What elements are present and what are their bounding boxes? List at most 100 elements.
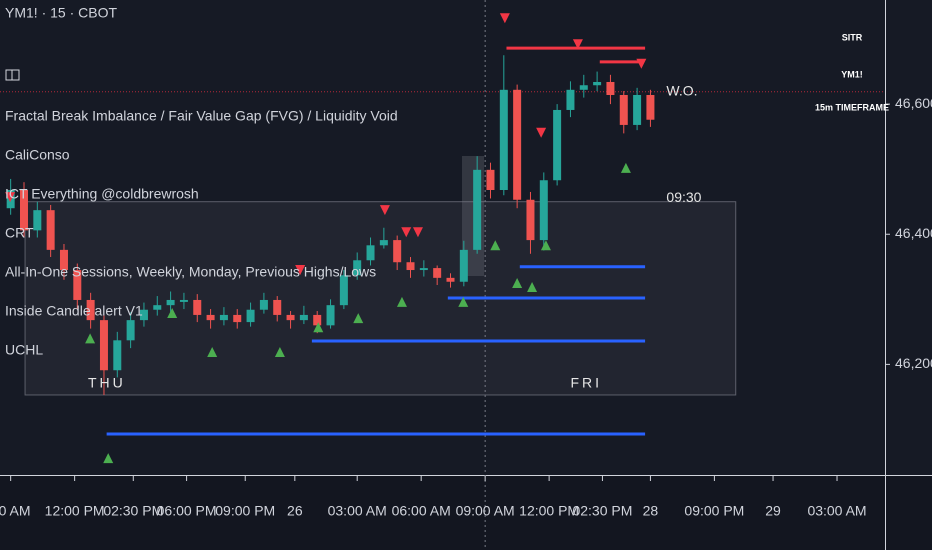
annotation: FRI (570, 375, 602, 391)
candle-body (73, 270, 82, 300)
candle-body (206, 314, 215, 321)
candle-body (366, 245, 375, 261)
plot (0, 0, 885, 550)
annotation: 09:30 (666, 189, 701, 205)
x-tick-label: 03:00 AM (328, 503, 387, 519)
buy-marker (313, 322, 324, 333)
candle-body (46, 210, 55, 250)
buy-marker (207, 347, 218, 358)
candle-body (86, 299, 95, 321)
sell-marker (5, 192, 16, 203)
y-tick-label: 46,200 (895, 355, 932, 371)
sell-marker (636, 58, 647, 69)
candle-body (353, 260, 362, 276)
candle-body (179, 299, 188, 302)
buy-marker (527, 281, 538, 292)
candle-body (19, 190, 28, 231)
indicator-name: Inside Candle alert V1 (5, 303, 143, 319)
candle-body (433, 268, 442, 278)
candle-body (646, 95, 655, 120)
candle-body (273, 299, 282, 315)
x-tick-label: 06:00 PM (157, 503, 217, 519)
x-tick-label: 09:00 PM (215, 503, 275, 519)
candle-body (259, 299, 268, 310)
candle-body (299, 314, 308, 321)
indicator-name: ICT Everything @coldbrewrosh (5, 186, 199, 202)
indicator-icon (5, 69, 20, 81)
candle-body (99, 320, 108, 371)
candle-body (313, 314, 322, 326)
x-tick-label: 12:00 PM (519, 503, 579, 519)
candle-body (606, 81, 615, 95)
y-tick-label: 46,600 (895, 95, 932, 111)
candle-body (286, 314, 295, 321)
candle-body (113, 340, 122, 371)
buy-marker (620, 162, 631, 173)
x-tick-label: 28 (643, 503, 659, 519)
x-tick-label: 12:00 PM (45, 503, 105, 519)
candle-body (579, 85, 588, 90)
symbol-title: YM1! · 15 · CBOT (5, 5, 117, 21)
candle-body (126, 320, 135, 341)
candle-body (473, 169, 482, 250)
badge-text: 15m TIMEFRAME (815, 102, 889, 112)
x-tick-label: 03:00 AM (807, 503, 866, 519)
candle-body (513, 89, 522, 200)
y-tick-label: 46,400 (895, 225, 932, 241)
sell-marker (412, 227, 423, 238)
badge-text: SITR (842, 32, 863, 42)
candle-body (566, 89, 575, 110)
candle-body (233, 314, 242, 323)
buy-marker (85, 333, 96, 344)
candle-body (539, 180, 548, 241)
candle-body (33, 210, 42, 231)
candle-body (166, 299, 175, 306)
badge-text: YM1! (841, 69, 863, 79)
x-tick-label: 26 (287, 503, 303, 519)
x-tick-label: 29 (765, 503, 781, 519)
sell-marker (295, 265, 306, 276)
indicator-name: CRT (5, 225, 34, 241)
buy-marker (274, 347, 285, 358)
time-axis-area (0, 476, 932, 550)
buy-marker (353, 313, 364, 324)
candle-body (459, 249, 468, 282)
x-tick-label: 09:00 PM (684, 503, 744, 519)
buy-marker (512, 278, 523, 289)
indicator-name: CaliConso (5, 147, 70, 163)
x-tick-label: 06:00 AM (392, 503, 451, 519)
indicator-name: All-In-One Sessions, Weekly, Monday, Pre… (5, 264, 376, 280)
candle-body (446, 277, 455, 282)
candle-body (139, 309, 148, 321)
indicator-name: Fractal Break Imbalance / Fair Value Gap… (5, 108, 398, 124)
candle-body (153, 305, 162, 310)
candle-body (633, 95, 642, 125)
sell-marker (401, 227, 412, 238)
candle-body (526, 199, 535, 241)
sell-marker (499, 13, 510, 24)
candle-body (326, 305, 335, 326)
candle-body (406, 262, 415, 271)
candle-body (553, 109, 562, 181)
buy-marker (396, 296, 407, 307)
sell-marker (572, 39, 583, 50)
x-tick-label: 02:30 PM (103, 503, 163, 519)
sell-marker (536, 127, 547, 138)
buy-marker (490, 240, 501, 251)
candle-body (246, 309, 255, 323)
buy-marker (167, 307, 178, 318)
x-tick-label: 02:30 PM (572, 503, 632, 519)
candle-body (339, 275, 348, 306)
candle-body (393, 240, 402, 263)
candle-body (419, 268, 428, 271)
candle-body (379, 240, 388, 246)
annotation: W.O. (666, 82, 697, 98)
candle-body (593, 81, 602, 86)
candle-body (219, 314, 228, 321)
annotation: THU (88, 375, 126, 391)
candle-body (193, 299, 202, 315)
indicator-name: UCHL (5, 342, 43, 358)
x-tick-label: 09:00 AM (456, 503, 515, 519)
candle-body (486, 169, 495, 190)
